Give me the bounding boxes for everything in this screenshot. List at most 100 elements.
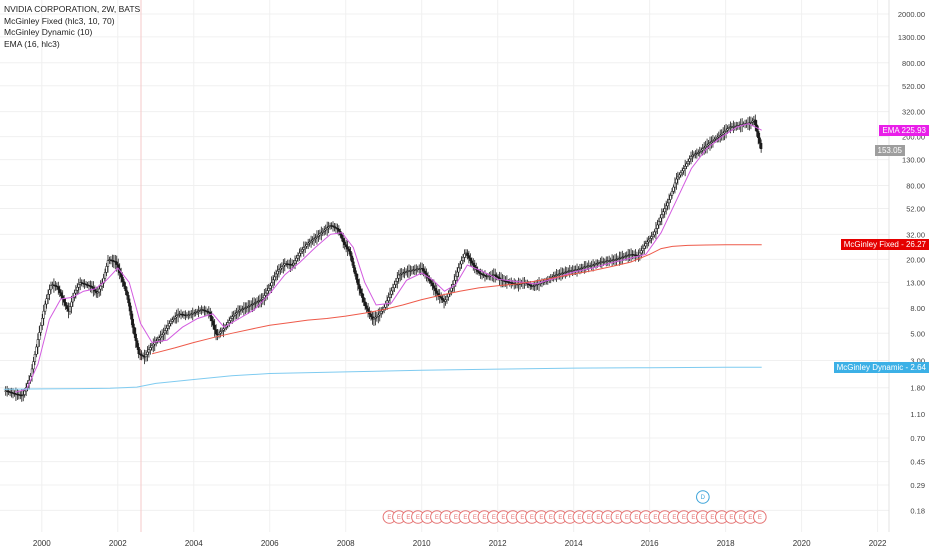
candle-body [445, 296, 449, 301]
candle-body [640, 250, 643, 254]
candle-body [327, 226, 330, 229]
candle-body [749, 121, 753, 124]
earnings-marker-label: E [701, 515, 705, 521]
candle-body [210, 316, 213, 322]
earnings-marker-label: E [539, 515, 543, 521]
candle-body [345, 244, 348, 248]
earnings-event-marker: E [439, 510, 454, 524]
x-tick-label: 2008 [337, 539, 355, 548]
last-tag-value: 153.05 [877, 146, 902, 156]
candle-body [434, 288, 437, 292]
candle-body [759, 143, 763, 149]
candle-body [685, 163, 688, 167]
candle-body [707, 143, 710, 146]
candle-body [106, 260, 110, 267]
candle-body [479, 272, 482, 275]
candle-body [258, 299, 262, 302]
candle-body [147, 349, 151, 353]
candle-body [307, 242, 310, 245]
candle-body [296, 255, 300, 259]
candle-body [136, 340, 139, 348]
candle-body [692, 154, 696, 156]
candle-body [157, 337, 161, 340]
candle-body [146, 351, 149, 355]
earnings-marker-label: E [682, 515, 686, 521]
candle-body [758, 137, 761, 144]
earnings-event-marker: E [658, 510, 672, 524]
candle-body [166, 325, 170, 329]
candle-body [271, 279, 275, 284]
candle-body [77, 284, 80, 288]
candle-body [437, 293, 440, 296]
candle-body [263, 295, 266, 299]
candle-body [254, 302, 257, 304]
candle-body [127, 295, 130, 304]
candle-body [260, 299, 263, 301]
earnings-marker-label: E [644, 515, 648, 521]
x-tick-label: 2006 [261, 539, 279, 548]
candle-body [150, 345, 153, 348]
candle-body [39, 325, 42, 333]
candle-body [388, 293, 392, 298]
earnings-marker-label: E [748, 515, 752, 521]
candle-body [429, 280, 433, 284]
candle-body [314, 237, 317, 239]
dividend-marker-label: D [701, 495, 706, 501]
candle-body [57, 286, 60, 290]
candle-body [705, 144, 709, 147]
candle-body [672, 186, 675, 192]
candle-body [355, 273, 358, 280]
y-tick-label: 20.00 [906, 255, 925, 264]
candle-body [162, 332, 165, 335]
candle-body [214, 329, 218, 335]
candle-body [353, 267, 357, 274]
candle-body [46, 294, 50, 300]
legend-title[interactable]: NVIDIA CORPORATION, 2W, BATS [4, 4, 141, 14]
legend-mcginley-fixed[interactable]: McGinley Fixed (hlc3, 10, 70) [4, 15, 115, 26]
candle-body [74, 289, 77, 294]
earnings-event-marker: E [582, 510, 596, 524]
earnings-marker-label: E [720, 515, 724, 521]
candle-body [380, 311, 383, 314]
candle-body [274, 273, 278, 278]
candle-body [710, 141, 713, 143]
candle-body [229, 318, 232, 321]
candle-body [160, 334, 164, 337]
candle-body [663, 208, 666, 212]
candle-body [656, 224, 659, 229]
earnings-marker-label: E [530, 515, 534, 521]
candle-body [133, 327, 136, 335]
candle-body [527, 283, 530, 286]
candle-body [435, 290, 438, 294]
candle-body [41, 318, 44, 326]
candle-body [159, 335, 162, 338]
x-tick-label: 2000 [33, 539, 51, 548]
y-tick-label: 130.00 [902, 156, 925, 165]
dividend-event-marker: D [696, 490, 710, 504]
candle-body [453, 280, 456, 285]
candle-body [387, 297, 390, 301]
legend-ema[interactable]: EMA (16, hlc3) [4, 38, 60, 49]
candle-body [694, 153, 697, 155]
earnings-event-marker: E [401, 510, 416, 524]
candle-body [193, 312, 196, 314]
earnings-event-marker: E [629, 510, 644, 524]
earnings-event-marker: E [468, 510, 482, 524]
y-tick-label: 0.29 [910, 481, 925, 490]
candle-body [447, 293, 450, 298]
y-tick-label: 0.18 [910, 506, 925, 515]
candle-body [282, 264, 285, 267]
candle-body [250, 304, 253, 306]
candle-body [131, 318, 134, 328]
candle-body [38, 332, 41, 340]
mcginley-fixed-line [151, 244, 762, 355]
legend-mcginley-dynamic[interactable]: McGinley Dynamic (10) [4, 27, 93, 37]
candle-body [171, 319, 174, 322]
candle-body [96, 291, 99, 294]
earnings-marker-label: E [435, 515, 439, 521]
candle-body [36, 339, 39, 348]
price-candles [4, 114, 763, 402]
candle-body [266, 290, 269, 294]
candle-body [32, 361, 35, 370]
